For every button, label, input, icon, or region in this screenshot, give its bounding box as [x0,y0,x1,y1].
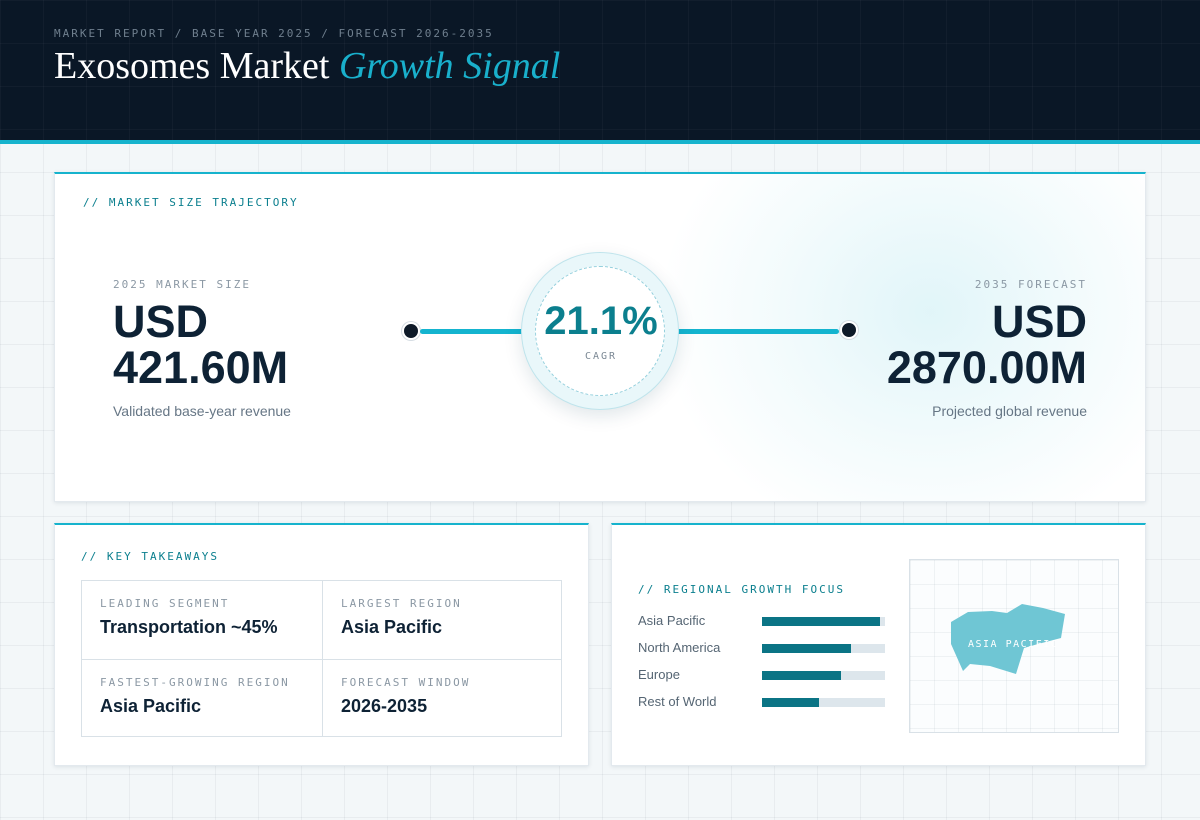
region-row: North America [638,638,888,658]
region-name: North America [638,640,721,655]
breadcrumb: MARKET REPORT / BASE YEAR 2025 / FORECAS… [54,27,494,40]
takeaways-label: // KEY TAKEAWAYS [81,550,219,563]
region-bar-fill [762,671,841,680]
region-row: Asia Pacific [638,611,888,631]
base-year-amount: 421.60M [113,342,289,393]
takeaway-value: Asia Pacific [341,617,443,637]
region-map: ASIA PACIFIC [909,559,1119,733]
report-header: MARKET REPORT / BASE YEAR 2025 / FORECAS… [0,0,1200,144]
cagr-badge: 21.1% CAGR [521,252,679,410]
market-size-trajectory-card: // MARKET SIZE TRAJECTORY 2025 MARKET SI… [54,172,1146,502]
base-year-currency: USD [113,296,209,347]
takeaway-cell: FASTEST-GROWING REGION Asia Pacific [82,659,322,737]
takeaway-cell: FORECAST WINDOW 2026-2035 [322,659,562,737]
forecast-stat: 2035 FORECAST USD 2870.00M Projected glo… [807,278,1087,419]
takeaway-caption: FASTEST-GROWING REGION [100,676,290,689]
forecast-value: USD 2870.00M [807,299,1087,391]
forecast-caption: 2035 FORECAST [974,278,1087,291]
region-bar-fill [762,644,851,653]
forecast-subtitle: Projected global revenue [932,403,1087,419]
cagr-inner-ring: 21.1% CAGR [535,266,665,396]
trajectory-line-right [675,329,839,334]
takeaway-value: Asia Pacific [100,696,202,716]
regional-growth-card: // REGIONAL GROWTH FOCUS Asia Pacific No… [611,523,1146,766]
takeaway-caption: LARGEST REGION [341,597,462,610]
region-name: Rest of World [638,694,717,709]
start-dot [402,322,420,340]
takeaways-grid: LEADING SEGMENT Transportation ~45% LARG… [81,580,562,737]
takeaway-value: Transportation ~45% [100,617,278,637]
region-bar-track [762,644,885,653]
takeaway-cell: LARGEST REGION Asia Pacific [322,581,562,659]
page-title-accent: Growth Signal [338,45,561,87]
map-label: ASIA PACIFIC [968,639,1059,650]
asia-pacific-map-icon [951,604,1065,674]
region-name: Europe [638,667,680,682]
end-dot [840,321,858,339]
regional-label: // REGIONAL GROWTH FOCUS [638,583,845,596]
key-takeaways-card: // KEY TAKEAWAYS LEADING SEGMENT Transpo… [54,523,589,766]
takeaway-cell: LEADING SEGMENT Transportation ~45% [82,581,322,659]
base-year-caption: 2025 MARKET SIZE [113,278,251,291]
page-title: Exosomes Market Growth Signal [54,44,560,88]
takeaway-value: 2026-2035 [341,696,428,716]
region-bar-fill [762,698,819,707]
trajectory-label: // MARKET SIZE TRAJECTORY [83,196,299,209]
region-bar-track [762,617,885,626]
region-row: Rest of World [638,692,888,712]
takeaway-caption: LEADING SEGMENT [100,597,230,610]
cagr-value: 21.1% [544,299,658,343]
page-title-main: Exosomes Market [54,45,330,87]
region-bar-fill [762,617,881,626]
trajectory-line-left [420,329,526,334]
region-row: Europe [638,665,888,685]
takeaway-caption: FORECAST WINDOW [341,676,471,689]
base-year-value: USD 421.60M [113,299,393,391]
forecast-currency: USD [991,296,1087,347]
region-name: Asia Pacific [638,613,706,628]
forecast-amount: 2870.00M [886,342,1087,393]
cagr-label: CAGR [584,351,618,362]
region-bar-track [762,698,885,707]
base-year-stat: 2025 MARKET SIZE USD 421.60M Validated b… [113,278,393,419]
region-bar-track [762,671,885,680]
base-year-subtitle: Validated base-year revenue [113,403,291,419]
